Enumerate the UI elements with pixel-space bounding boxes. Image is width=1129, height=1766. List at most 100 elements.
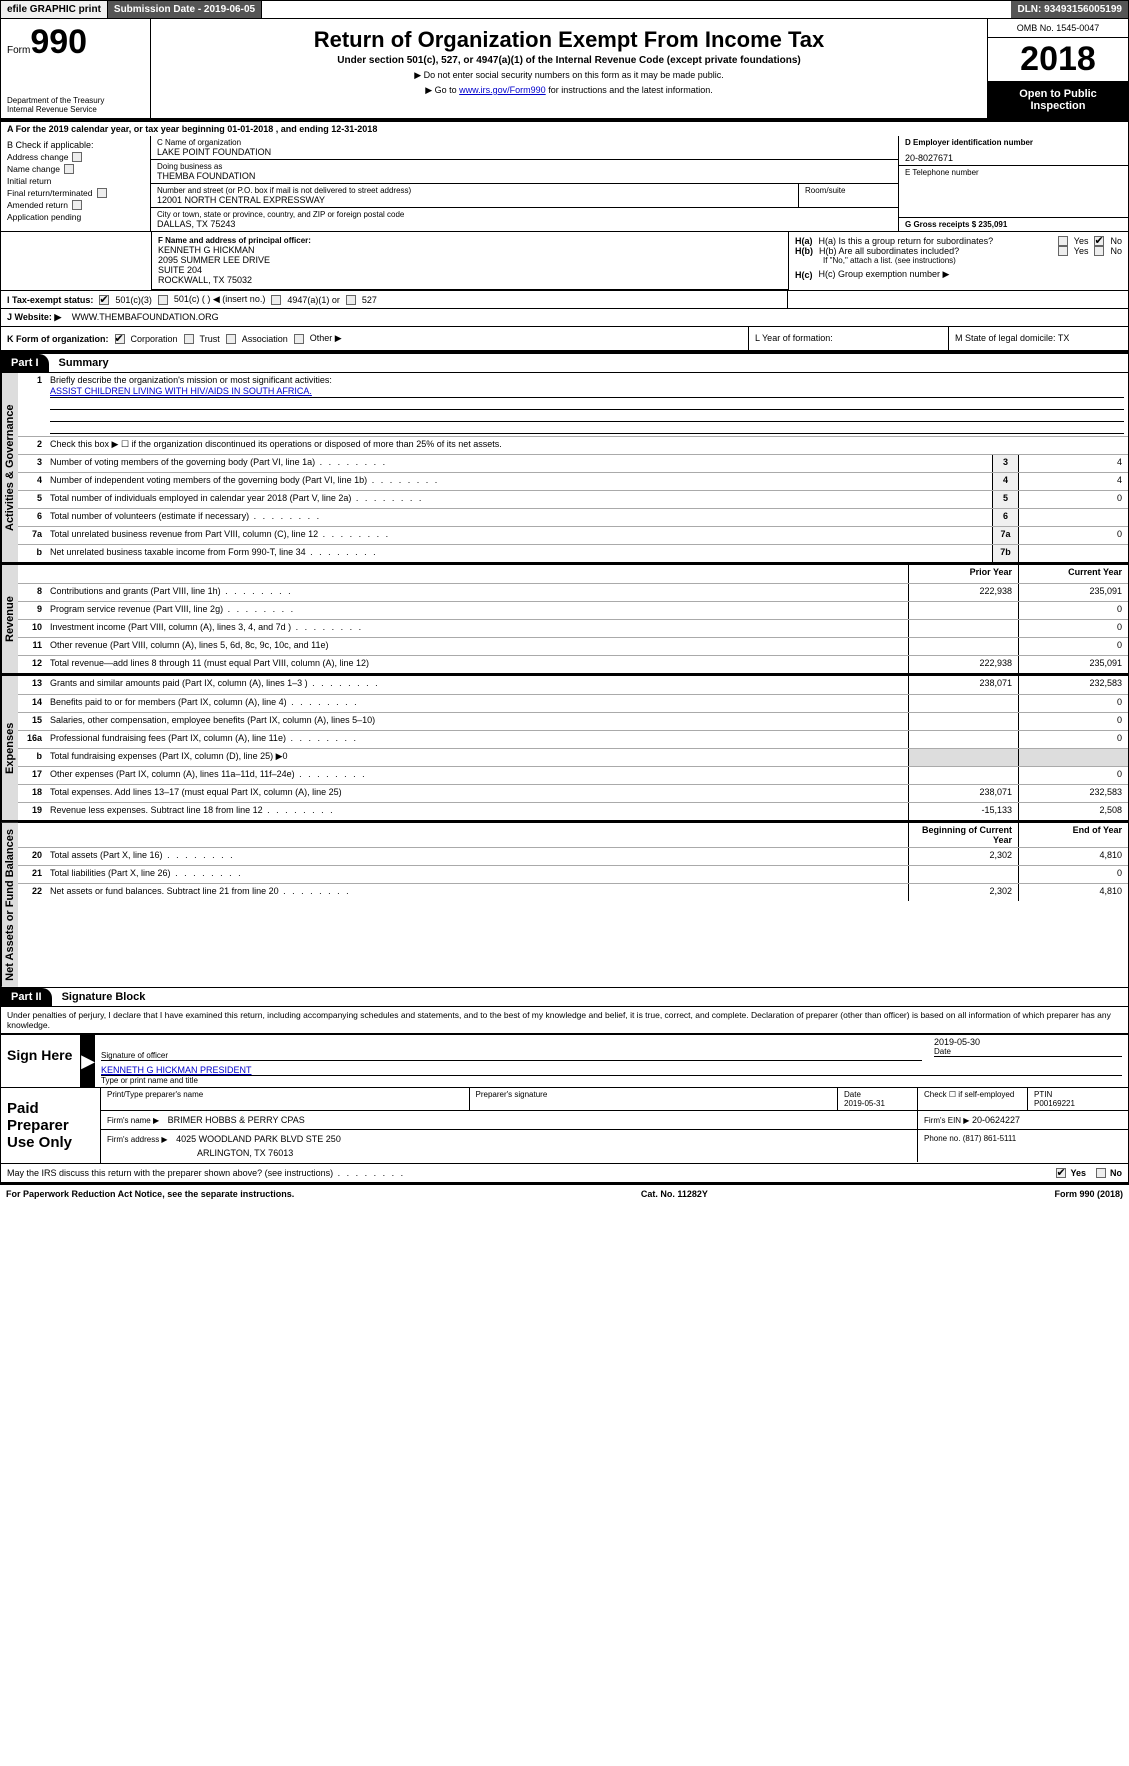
c9: 0 xyxy=(1018,602,1128,619)
officer-addr3: ROCKWALL, TX 75032 xyxy=(158,275,782,285)
p14 xyxy=(908,695,1018,712)
street-label: Number and street (or P.O. box if mail i… xyxy=(157,186,792,195)
form-prefix: Form xyxy=(7,45,30,56)
cb-trust[interactable] xyxy=(184,334,194,344)
ha-no[interactable] xyxy=(1094,236,1104,246)
cb-final-return[interactable] xyxy=(97,188,107,198)
paid-preparer-label: Paid Preparer Use Only xyxy=(1,1088,101,1163)
opt-501c: 501(c) ( ) ◀ (insert no.) xyxy=(174,294,265,305)
c19: 2,508 xyxy=(1018,803,1128,820)
yes-label-1: Yes xyxy=(1074,236,1089,246)
top-bar: efile GRAPHIC print Submission Date - 20… xyxy=(0,0,1129,19)
line2: Check this box ▶ ☐ if the organization d… xyxy=(46,437,1128,454)
cb-527[interactable] xyxy=(346,295,356,305)
firm-name: BRIMER HOBBS & PERRY CPAS xyxy=(168,1115,305,1125)
cb-name-change[interactable] xyxy=(64,164,74,174)
c18: 232,583 xyxy=(1018,785,1128,802)
department: Department of the Treasury Internal Reve… xyxy=(7,96,144,114)
irs-link[interactable]: www.irs.gov/Form990 xyxy=(459,85,546,95)
opt-assoc: Association xyxy=(242,334,288,344)
prior-year-head: Prior Year xyxy=(908,565,1018,583)
row-m: M State of legal domicile: TX xyxy=(948,327,1128,350)
cb-4947[interactable] xyxy=(271,295,281,305)
room-label: Room/suite xyxy=(805,186,892,195)
discuss-text: May the IRS discuss this return with the… xyxy=(7,1168,1056,1178)
c22: 4,810 xyxy=(1018,884,1128,901)
city-value: DALLAS, TX 75243 xyxy=(157,219,892,229)
p17 xyxy=(908,767,1018,784)
current-year-head: Current Year xyxy=(1018,565,1128,583)
sig-officer-label: Signature of officer xyxy=(101,1051,922,1061)
l18: Total expenses. Add lines 13–17 (must eq… xyxy=(46,785,908,802)
beg-head: Beginning of Current Year xyxy=(908,823,1018,847)
c16b xyxy=(1018,749,1128,766)
dln: DLN: 93493156005199 xyxy=(1011,1,1128,18)
l21: Total liabilities (Part X, line 26) xyxy=(50,868,243,878)
l17: Other expenses (Part IX, column (A), lin… xyxy=(50,769,367,779)
line3: Number of voting members of the governin… xyxy=(50,457,387,467)
cb-corp[interactable] xyxy=(115,334,125,344)
ha-row: H(a) H(a) Is this a group return for sub… xyxy=(795,236,1122,246)
note-link: ▶ Go to www.irs.gov/Form990 for instruct… xyxy=(161,85,977,96)
cb-501c3[interactable] xyxy=(99,295,109,305)
form-header: Form990 Department of the Treasury Inter… xyxy=(0,19,1129,119)
footer-left: For Paperwork Reduction Act Notice, see … xyxy=(6,1189,294,1199)
cb-address-change[interactable] xyxy=(72,152,82,162)
p18: 238,071 xyxy=(908,785,1018,802)
p9 xyxy=(908,602,1018,619)
p10 xyxy=(908,620,1018,637)
ha-label: H(a) Is this a group return for subordin… xyxy=(819,236,1052,246)
part1-header: Part I xyxy=(1,354,49,372)
opt-trust: Trust xyxy=(200,334,220,344)
discuss-yes-label: Yes xyxy=(1070,1168,1086,1178)
tab-netassets: Net Assets or Fund Balances xyxy=(1,823,18,987)
l9: Program service revenue (Part VIII, line… xyxy=(50,604,295,614)
mission-text[interactable]: ASSIST CHILDREN LIVING WITH HIV/AIDS IN … xyxy=(50,386,312,396)
opt-527: 527 xyxy=(362,295,377,305)
v4: 4 xyxy=(1018,473,1128,490)
p16a xyxy=(908,731,1018,748)
col-d-e: D Employer identification number 20-8027… xyxy=(898,136,1128,231)
col-b-header: B Check if applicable: xyxy=(7,140,144,150)
row-l: L Year of formation: xyxy=(748,327,948,350)
hb-no[interactable] xyxy=(1094,246,1104,256)
discuss-no-label: No xyxy=(1110,1168,1122,1178)
firm-name-label: Firm's name ▶ xyxy=(107,1116,159,1125)
hb-yes[interactable] xyxy=(1058,246,1068,256)
identity-section: B Check if applicable: Address change Na… xyxy=(0,136,1129,232)
gross-receipts: G Gross receipts $ 235,091 xyxy=(905,220,1122,229)
discuss-yes-cb[interactable] xyxy=(1056,1168,1066,1178)
c8: 235,091 xyxy=(1018,584,1128,601)
cb-amended[interactable] xyxy=(72,200,82,210)
sig-officer-name[interactable]: KENNETH G HICKMAN PRESIDENT xyxy=(101,1065,252,1075)
ha-yes[interactable] xyxy=(1058,236,1068,246)
line7a: Total unrelated business revenue from Pa… xyxy=(50,529,390,539)
officer-label: F Name and address of principal officer: xyxy=(158,236,782,245)
p11 xyxy=(908,638,1018,655)
prep-name-label: Print/Type preparer's name xyxy=(101,1088,470,1110)
note-link-post: for instructions and the latest informat… xyxy=(546,85,713,95)
page-footer: For Paperwork Reduction Act Notice, see … xyxy=(0,1183,1129,1203)
end-head: End of Year xyxy=(1018,823,1128,847)
cb-assoc[interactable] xyxy=(226,334,236,344)
cb-other[interactable] xyxy=(294,334,304,344)
v5: 0 xyxy=(1018,491,1128,508)
cb-pending-label: Application pending xyxy=(7,212,81,222)
prep-date-label: Date xyxy=(844,1090,911,1099)
footer-right: Form 990 (2018) xyxy=(1054,1189,1123,1199)
city-label: City or town, state or province, country… xyxy=(157,210,892,219)
v7b xyxy=(1018,545,1128,562)
ptin-label: PTIN xyxy=(1034,1090,1122,1099)
discuss-no-cb[interactable] xyxy=(1096,1168,1106,1178)
row-k: K Form of organization: Corporation Trus… xyxy=(1,327,748,350)
no-label-2: No xyxy=(1110,246,1122,256)
row-i: I Tax-exempt status: 501(c)(3) 501(c) ( … xyxy=(7,294,781,305)
c15: 0 xyxy=(1018,713,1128,730)
omb-number: OMB No. 1545-0047 xyxy=(988,19,1128,38)
l19: Revenue less expenses. Subtract line 18 … xyxy=(50,805,335,815)
firm-addr1: 4025 WOODLAND PARK BLVD STE 250 xyxy=(176,1134,341,1144)
cb-501c[interactable] xyxy=(158,295,168,305)
officer-addr2: SUITE 204 xyxy=(158,265,782,275)
check-self: Check ☐ if self-employed xyxy=(918,1088,1028,1110)
sig-date: 2019-05-30 xyxy=(934,1037,1122,1047)
